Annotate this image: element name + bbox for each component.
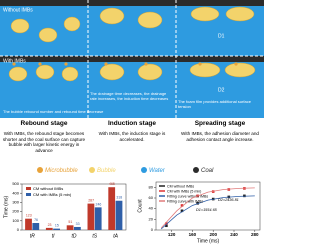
legend-swatch	[26, 193, 31, 196]
bubbles	[8, 6, 256, 82]
annotation: D2=2436.81	[218, 198, 239, 202]
x-axis-label: Time (ms)	[197, 238, 220, 244]
y-tick-label: 60	[149, 195, 154, 200]
y-tick-label: 400	[12, 190, 19, 195]
legend-label: Bubble	[97, 168, 116, 174]
stage-title: Spreading stage	[194, 120, 246, 127]
legend-label: Microbubble	[45, 168, 78, 174]
point	[165, 222, 168, 225]
bar-label: 246	[96, 202, 102, 206]
stage-title: Induction stage	[107, 120, 157, 127]
bar	[74, 226, 81, 230]
legend-label: CM with IMBs (5 min)	[33, 192, 72, 197]
legend-label: Fitting curve without IMBs	[167, 194, 208, 198]
note: The foam film provides additional surfac…	[178, 100, 251, 109]
bar	[32, 223, 40, 230]
y-axis-label: Count	[137, 199, 143, 213]
bar-label: 33	[76, 222, 80, 226]
note: The drainage time decreases, the drainag…	[90, 92, 169, 101]
bar	[94, 207, 102, 230]
legend-label: CM with IMBs (5 min)	[167, 189, 201, 193]
bar-label: 51	[68, 220, 72, 224]
annotation: D1=1554.65	[196, 208, 218, 212]
bar-label: 76	[34, 218, 38, 222]
microbubbles	[12, 62, 238, 66]
stage-text: With IMBs, the induction stage is accele…	[98, 131, 166, 142]
plot-frame	[155, 181, 261, 231]
bar	[108, 187, 116, 230]
row-label: Without IMBs	[3, 7, 33, 13]
bar	[66, 225, 74, 230]
y-tick-label: 300	[12, 199, 19, 204]
fit-line	[160, 195, 255, 230]
legend-swatch	[37, 167, 43, 173]
coal-surface	[0, 0, 264, 6]
point	[165, 224, 168, 228]
point	[180, 209, 184, 213]
bar	[25, 218, 32, 230]
y-tick-label: 40	[149, 206, 154, 211]
note-box: The drainage time decreases, the drainag…	[90, 92, 169, 101]
legend-swatch	[26, 187, 31, 190]
line-chart: 120 160 200 240 280 0 20 40 60 80 Time (ms) Count CM…	[137, 181, 261, 244]
y-axis-label: Time (ms)	[3, 196, 9, 219]
fit-line	[160, 187, 255, 229]
stage-text: With IMBs, the rebound stage becomes sho…	[2, 131, 86, 153]
y-tick-label: 500	[12, 181, 19, 186]
x-tick-label: 240	[230, 232, 238, 237]
bar-label: 123	[26, 214, 32, 218]
d-label: D2	[218, 87, 225, 93]
bar	[53, 228, 60, 230]
y-tick-label: 200	[12, 209, 19, 214]
bar-label: 15	[55, 224, 59, 228]
bar-label: 23	[48, 223, 52, 227]
x-tick-label: tS	[92, 233, 97, 239]
legend-label: CM without IMBs	[33, 186, 63, 191]
note: The bubble rebound number and rebound ti…	[3, 109, 104, 114]
x-tick-label: 120	[168, 232, 176, 237]
note-box: The foam film provides additional surfac…	[178, 100, 251, 109]
x-tick-label: 160	[189, 232, 197, 237]
legend-label: Coal	[201, 168, 214, 174]
bar	[45, 227, 53, 230]
legend-label: Water	[149, 168, 166, 174]
x-tick-label: tR	[30, 233, 35, 239]
y-tick-label: 100	[12, 218, 19, 223]
legend-swatch	[193, 167, 199, 173]
x-tick-label: 280	[251, 232, 259, 237]
x-tick-label: tA	[113, 233, 118, 239]
legend-label: CM without IMBs	[167, 184, 194, 188]
point	[180, 204, 184, 207]
page: Without IMBs With IMBs D1 D2 The bubble …	[0, 0, 264, 245]
y-tick-label: 20	[149, 216, 154, 221]
y-tick-label: 0	[151, 227, 154, 232]
d-label: D1	[218, 33, 225, 39]
process-diagram: Without IMBs With IMBs D1 D2 The bubble …	[0, 0, 264, 118]
x-tick-label: tD	[72, 233, 77, 239]
y-tick-label: 0	[17, 227, 20, 232]
stage-title: Rebound stage	[20, 120, 68, 127]
legend-swatch	[141, 167, 147, 173]
row-label: With IMBs	[3, 58, 26, 64]
bar	[87, 203, 95, 230]
bar-label: 287	[88, 199, 94, 203]
coal-surface	[0, 56, 264, 62]
legend: Microbubble Bubble Water Coal	[37, 167, 214, 174]
legend-swatch	[89, 167, 95, 173]
stage-text: With IMBs, the adhesion diameter and adh…	[181, 131, 259, 142]
legend-label: Fitting curve with IMBs	[167, 199, 203, 203]
bar-label: 465	[109, 182, 115, 186]
y-tick-label: 80	[149, 184, 154, 189]
bar-label: 318	[116, 196, 122, 200]
x-tick-label: 200	[209, 232, 217, 237]
bar	[115, 200, 123, 230]
x-tick-label: tI	[52, 233, 55, 239]
